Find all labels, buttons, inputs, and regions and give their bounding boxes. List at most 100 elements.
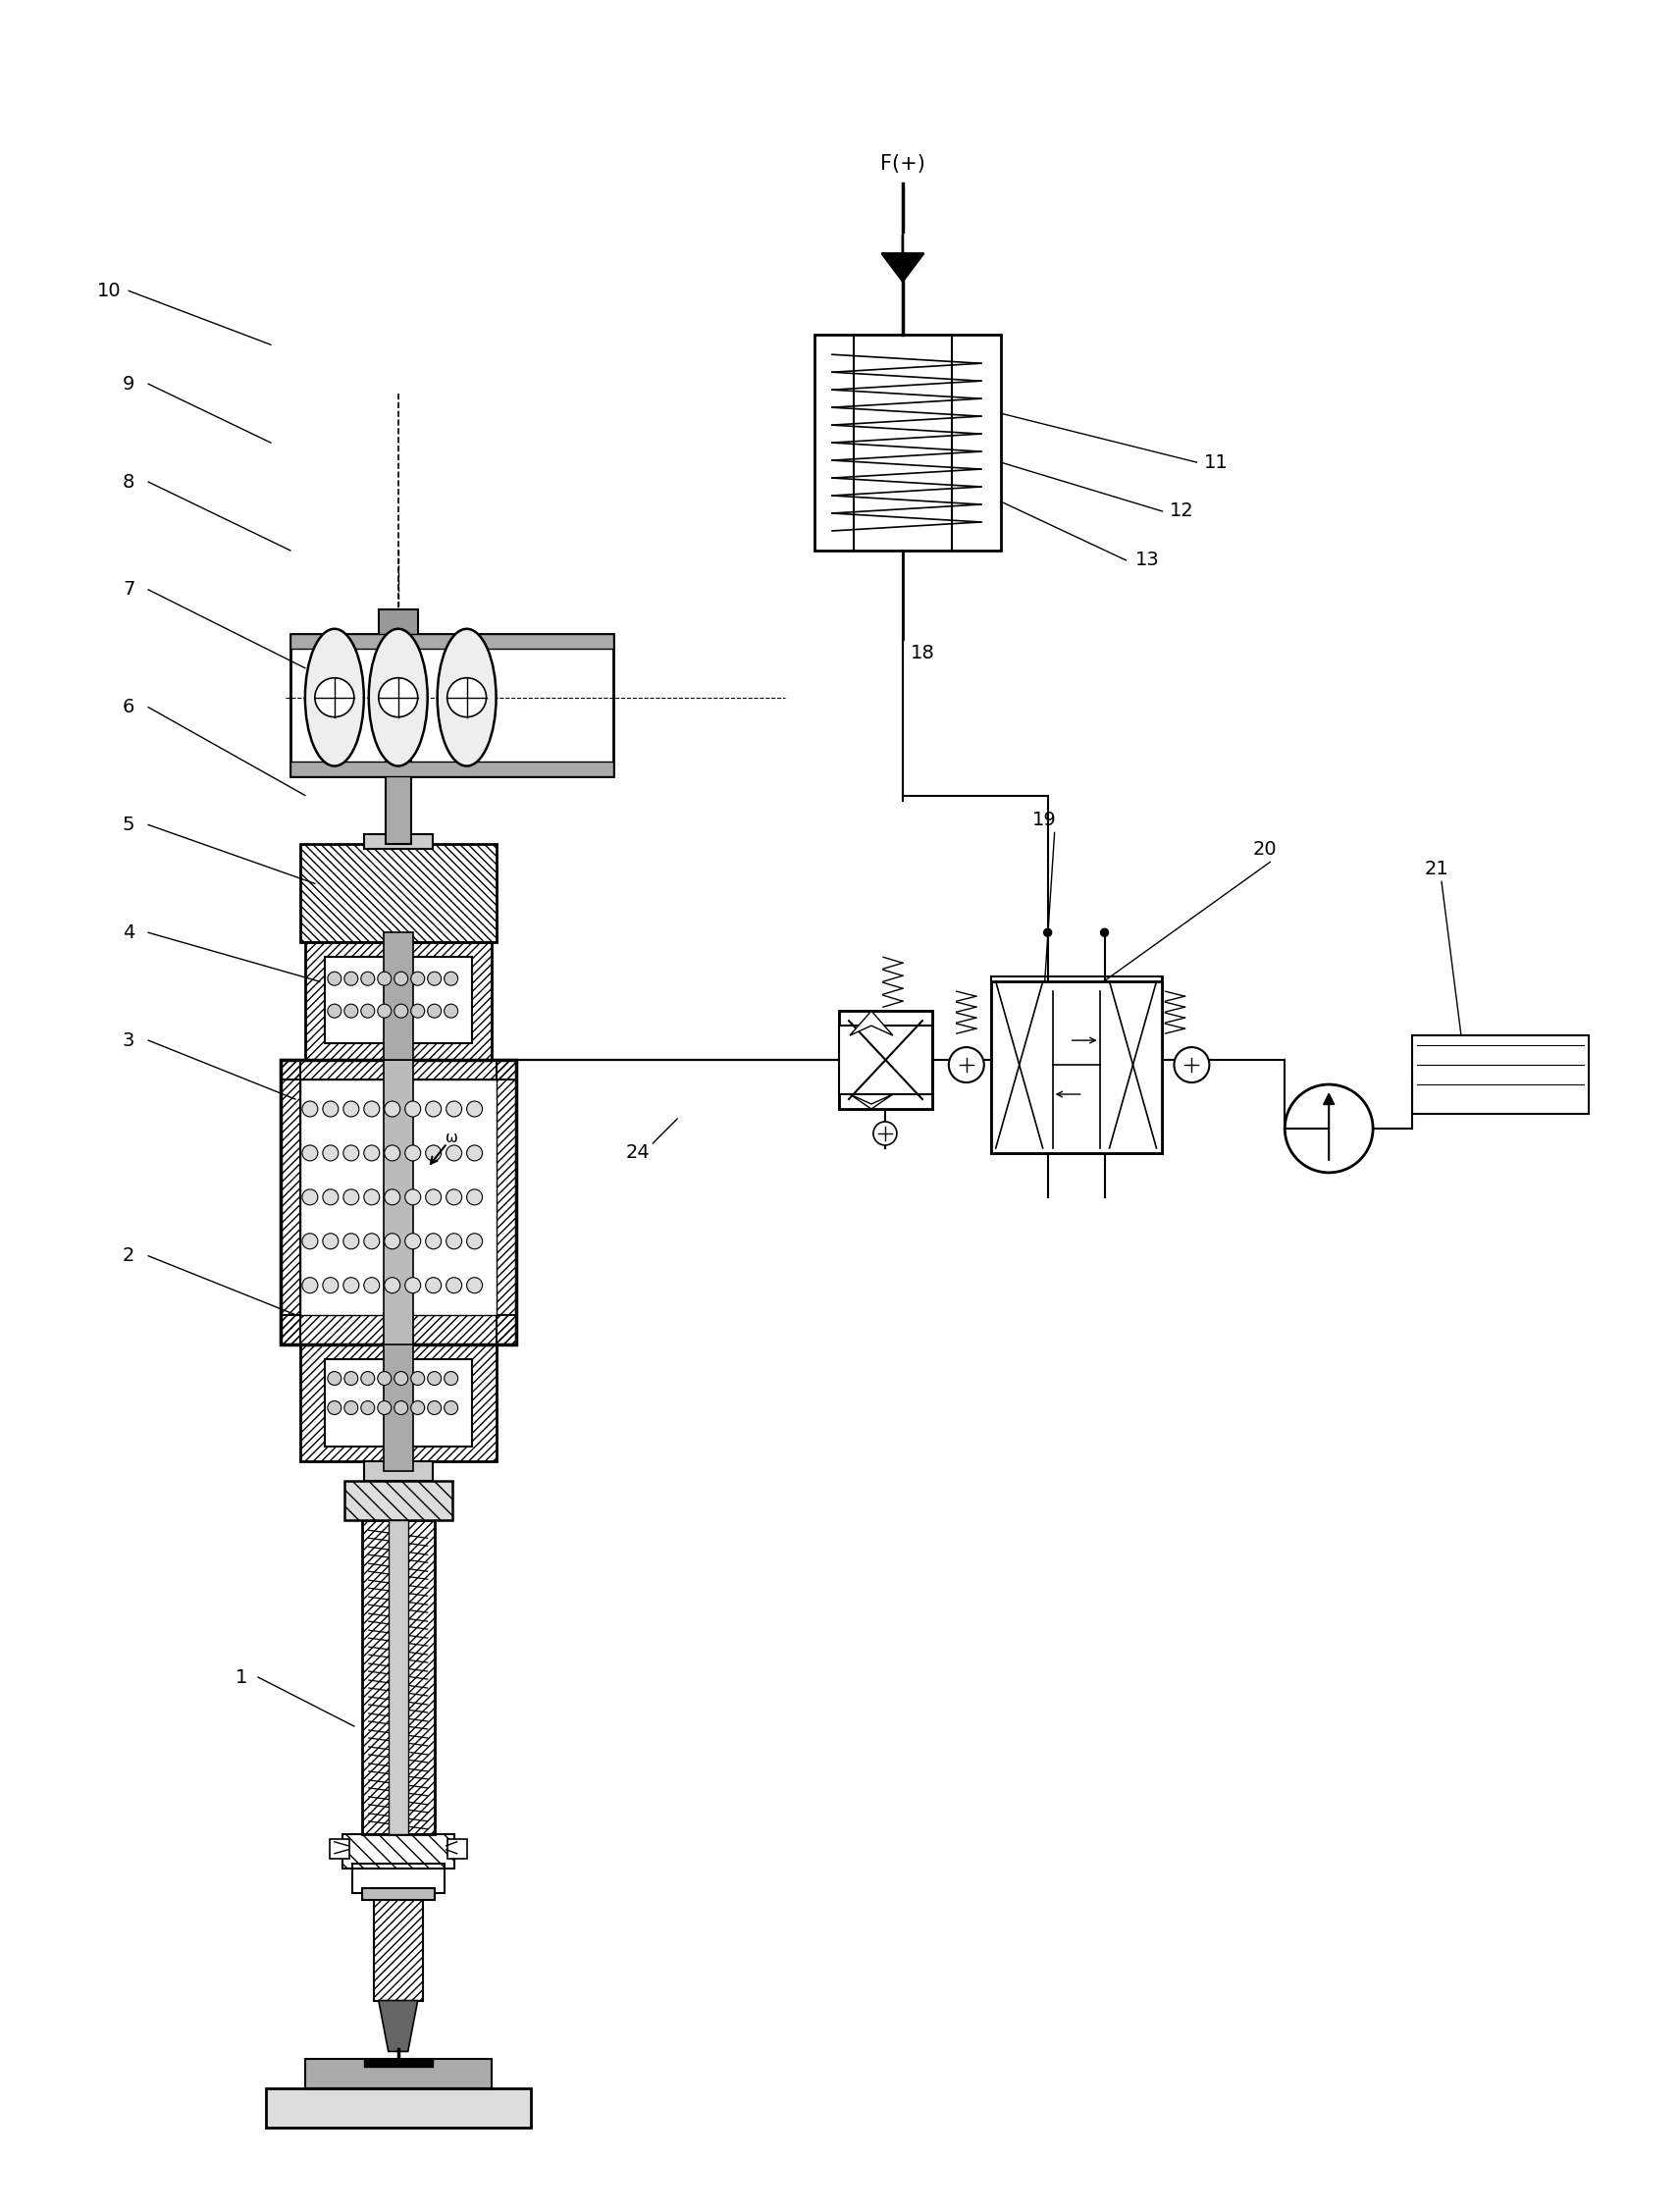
Bar <box>353 1863 444 1893</box>
Bar <box>496 1060 516 1345</box>
Circle shape <box>874 1121 897 1146</box>
Circle shape <box>323 1190 338 1206</box>
Circle shape <box>467 1146 482 1161</box>
Bar <box>324 1358 472 1447</box>
Circle shape <box>385 1234 400 1250</box>
Bar <box>838 1011 932 1108</box>
Bar <box>838 1026 932 1095</box>
Text: 20: 20 <box>1253 841 1277 858</box>
Circle shape <box>425 1279 442 1294</box>
Circle shape <box>395 1371 408 1385</box>
Bar <box>343 1834 454 1869</box>
Ellipse shape <box>437 628 496 765</box>
Polygon shape <box>378 2000 418 2051</box>
Circle shape <box>323 1146 338 1161</box>
Circle shape <box>344 1371 358 1385</box>
Text: 3: 3 <box>123 1031 134 1051</box>
Circle shape <box>302 1234 318 1250</box>
Circle shape <box>412 1400 425 1416</box>
Text: 4: 4 <box>123 922 134 942</box>
Circle shape <box>405 1102 420 1117</box>
Bar <box>383 1334 413 1471</box>
Circle shape <box>405 1234 420 1250</box>
Text: 13: 13 <box>1136 551 1159 568</box>
Circle shape <box>467 1279 482 1294</box>
Circle shape <box>378 1004 391 1018</box>
Circle shape <box>444 1400 459 1416</box>
Circle shape <box>467 1234 482 1250</box>
Circle shape <box>425 1190 442 1206</box>
Circle shape <box>447 1190 462 1206</box>
Circle shape <box>365 1102 380 1117</box>
Bar <box>329 1838 349 1858</box>
Circle shape <box>343 1234 360 1250</box>
Circle shape <box>447 1234 462 1250</box>
Circle shape <box>365 1146 380 1161</box>
Circle shape <box>302 1279 318 1294</box>
Text: 1: 1 <box>235 1668 247 1686</box>
Text: 7: 7 <box>123 580 134 599</box>
Circle shape <box>323 1102 338 1117</box>
Circle shape <box>344 971 358 987</box>
Bar <box>301 1079 496 1314</box>
Circle shape <box>323 1234 338 1250</box>
Circle shape <box>444 971 459 987</box>
Circle shape <box>412 1371 425 1385</box>
Circle shape <box>302 1146 318 1161</box>
Circle shape <box>385 1146 400 1161</box>
Circle shape <box>467 1190 482 1206</box>
Circle shape <box>427 1004 442 1018</box>
Circle shape <box>343 1279 360 1294</box>
Circle shape <box>444 1371 459 1385</box>
Bar <box>1104 978 1163 1152</box>
Circle shape <box>425 1102 442 1117</box>
Circle shape <box>412 1004 425 1018</box>
Circle shape <box>344 1400 358 1416</box>
Bar <box>991 978 1163 1152</box>
Circle shape <box>395 1004 408 1018</box>
Circle shape <box>314 677 354 717</box>
Circle shape <box>412 971 425 987</box>
Circle shape <box>365 1279 380 1294</box>
Bar <box>301 1345 496 1462</box>
Circle shape <box>361 1400 375 1416</box>
Circle shape <box>949 1046 984 1082</box>
Circle shape <box>405 1146 420 1161</box>
Circle shape <box>344 1004 358 1018</box>
Circle shape <box>385 1102 400 1117</box>
Text: 6: 6 <box>123 699 134 717</box>
Ellipse shape <box>306 628 365 765</box>
Circle shape <box>425 1234 442 1250</box>
Bar <box>815 334 1001 551</box>
Circle shape <box>302 1102 318 1117</box>
Circle shape <box>378 971 391 987</box>
Polygon shape <box>850 1095 892 1108</box>
Text: 8: 8 <box>123 473 134 491</box>
Text: 24: 24 <box>627 1144 650 1161</box>
Circle shape <box>302 1190 318 1206</box>
Circle shape <box>365 1190 380 1206</box>
Bar <box>447 1838 467 1858</box>
Circle shape <box>378 677 418 717</box>
Circle shape <box>328 1371 341 1385</box>
Bar <box>291 635 613 648</box>
Text: F(+): F(+) <box>880 153 926 173</box>
Circle shape <box>365 1234 380 1250</box>
Text: ω: ω <box>445 1130 459 1146</box>
Bar <box>361 1887 435 1900</box>
Bar <box>365 834 432 849</box>
Bar <box>281 1060 516 1079</box>
Circle shape <box>467 1102 482 1117</box>
Circle shape <box>405 1279 420 1294</box>
Bar <box>281 1060 301 1345</box>
Bar <box>291 761 613 776</box>
Circle shape <box>361 971 375 987</box>
Circle shape <box>361 1004 375 1018</box>
Circle shape <box>395 971 408 987</box>
Text: 19: 19 <box>1033 810 1057 830</box>
Bar <box>388 1520 408 1834</box>
Circle shape <box>447 1102 462 1117</box>
Bar <box>365 2059 432 2068</box>
Bar <box>324 958 472 1044</box>
Circle shape <box>444 1004 459 1018</box>
